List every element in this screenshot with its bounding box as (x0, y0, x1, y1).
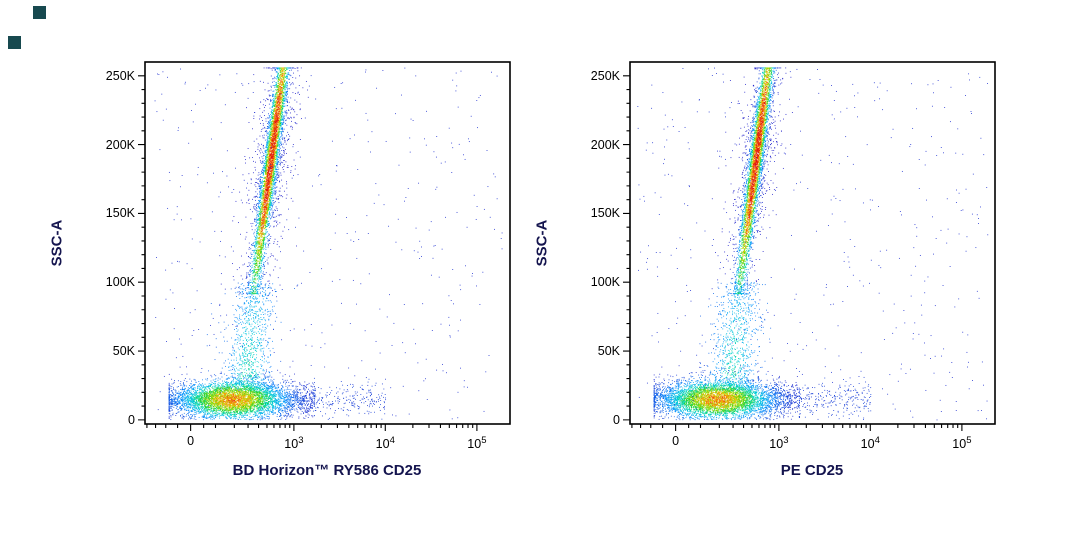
logo-fragment-square (8, 36, 21, 49)
y-axis-title: SSC-A (48, 219, 66, 267)
x-axis-title: PE CD25 (780, 462, 844, 479)
scatter-canvas-pe (614, 46, 1011, 440)
scatter-canvas-ry586 (129, 46, 526, 440)
y-axis-title: SSC-A (533, 219, 551, 267)
logo-fragment-square (33, 6, 46, 19)
x-axis-title: BD Horizon™ RY586 CD25 (232, 462, 422, 479)
